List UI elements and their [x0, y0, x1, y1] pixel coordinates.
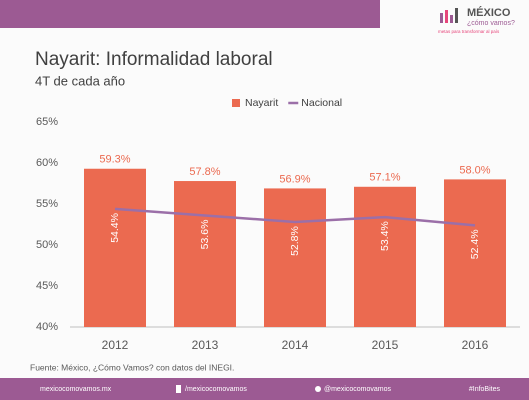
footer-bar — [0, 378, 529, 400]
twitter-icon — [315, 386, 321, 392]
logo-bar — [440, 13, 443, 23]
bar-value-label: 57.1% — [369, 172, 400, 184]
x-tick-label: 2014 — [282, 338, 309, 352]
footer-website: mexicocomovamos.mx — [40, 386, 112, 393]
bar-value-label: 59.3% — [99, 154, 130, 166]
line-value-label: 52.4% — [469, 229, 481, 259]
logo-motto: metas para transformar al país — [438, 29, 500, 34]
bar-value-label: 57.8% — [189, 166, 220, 178]
bar — [174, 181, 236, 327]
x-tick-label: 2015 — [372, 338, 399, 352]
x-tick-label: 2012 — [102, 338, 129, 352]
line — [114, 207, 476, 227]
logo-tagline: ¿cómo vamos? — [467, 20, 515, 27]
y-tick-label: 40% — [36, 321, 58, 333]
x-tick-label: 2016 — [462, 338, 489, 352]
logo-name: MÉXICO — [467, 6, 511, 19]
footer-facebook: /mexicocomovamos — [185, 386, 247, 393]
line-value-label: 54.4% — [109, 213, 121, 243]
y-tick-label: 55% — [36, 198, 58, 210]
y-tick-label: 50% — [36, 239, 58, 251]
legend-label: Nayarit — [245, 97, 278, 109]
chart-subtitle: 4T de cada año — [35, 73, 125, 88]
line-value-label: 53.6% — [199, 220, 211, 250]
legend-label: Nacional — [301, 97, 342, 109]
bar — [84, 168, 146, 327]
y-tick-label: 45% — [36, 280, 58, 292]
source: Fuente: México, ¿Cómo Vamos? con datos d… — [30, 362, 234, 372]
x-tick-label: 2013 — [192, 338, 219, 352]
logo-bar — [450, 15, 453, 23]
bar — [444, 179, 506, 327]
logo-bar — [445, 10, 448, 23]
line-value-label: 53.4% — [379, 221, 391, 251]
bar-value-label: 58.0% — [459, 164, 490, 176]
top-banner — [0, 0, 380, 28]
facebook-icon — [176, 385, 181, 393]
legend-swatch — [232, 99, 240, 107]
logo: MÉXICO ¿cómo vamos? metas para transform… — [438, 6, 515, 34]
bar — [264, 188, 326, 327]
line-value-label: 52.8% — [289, 226, 301, 256]
logo-bar — [455, 8, 458, 23]
bar — [354, 186, 416, 327]
footer-twitter: @mexicocomovamos — [324, 386, 392, 393]
footer-hashtag: #InfoBites — [469, 386, 501, 393]
y-tick-label: 65% — [36, 116, 58, 128]
chart-title: Nayarit: Informalidad laboral — [35, 49, 273, 70]
bar-value-label: 56.9% — [279, 173, 310, 185]
y-tick-label: 60% — [36, 157, 58, 169]
